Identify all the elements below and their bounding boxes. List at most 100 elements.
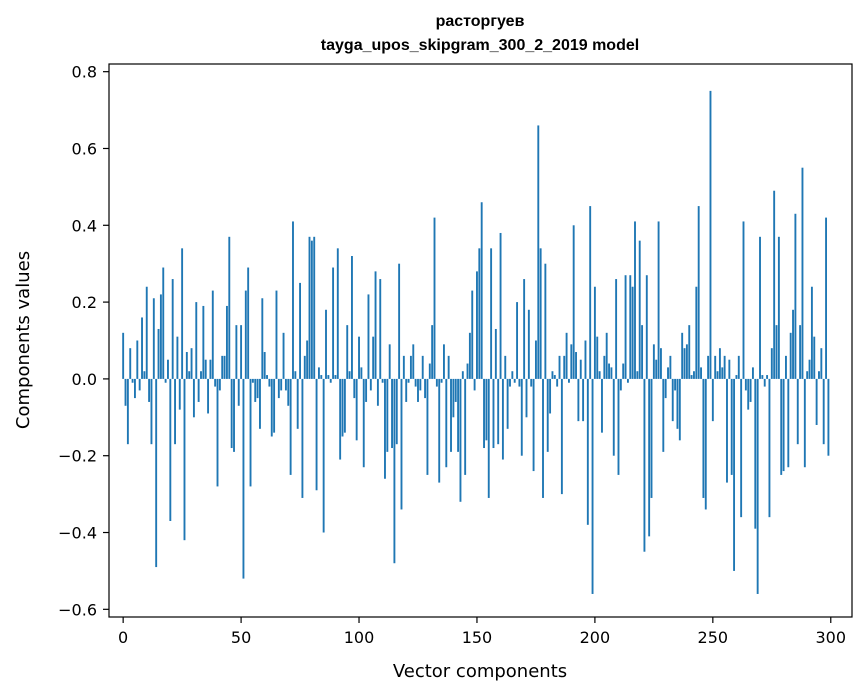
bar: [270, 378, 273, 437]
bar: [563, 355, 566, 379]
bar: [542, 378, 544, 498]
bar: [393, 378, 396, 564]
bar: [259, 378, 261, 429]
bar: [728, 359, 731, 379]
bar: [551, 371, 554, 379]
bar: [478, 248, 481, 379]
bar: [400, 378, 403, 510]
bar: [660, 348, 662, 379]
bar: [379, 279, 382, 379]
bar: [782, 378, 785, 472]
bar: [749, 378, 752, 402]
bar: [775, 325, 778, 379]
bar: [504, 355, 507, 379]
bar: [702, 378, 705, 498]
x-tick-label: 0: [118, 628, 128, 647]
bar: [596, 336, 599, 379]
bar: [174, 378, 176, 445]
bar: [339, 378, 342, 460]
bar: [327, 375, 330, 379]
bar: [591, 378, 594, 594]
bar: [150, 378, 153, 445]
bar: [818, 371, 820, 379]
bar: [796, 378, 799, 445]
bar: [476, 271, 478, 379]
bar: [568, 378, 570, 383]
bar: [152, 298, 155, 379]
bar: [674, 378, 677, 391]
bar: [527, 309, 530, 379]
bar: [825, 217, 827, 379]
bar: [202, 305, 205, 379]
bar: [806, 371, 809, 379]
bar: [284, 378, 287, 391]
bar: [516, 302, 519, 379]
bar: [169, 378, 172, 521]
bar: [341, 378, 344, 437]
bar: [773, 190, 776, 379]
plot-frame: [108, 63, 853, 618]
bar: [233, 378, 235, 452]
y-tick-label: −0.2: [58, 447, 97, 466]
bar: [501, 378, 504, 460]
bar: [681, 332, 684, 379]
y-tick-label: 0.2: [72, 293, 97, 312]
bar: [211, 290, 214, 379]
bar: [251, 378, 254, 383]
bar: [780, 378, 783, 475]
y-tick-label: −0.6: [58, 600, 97, 619]
bar: [655, 359, 658, 379]
y-axis-ticks: −0.6 −0.4 −0.2 0.0 0.2 0.4 0.6 0.8: [58, 63, 109, 619]
bar: [313, 236, 316, 379]
bar: [520, 378, 523, 456]
bar: [615, 279, 618, 379]
bar: [155, 378, 158, 568]
bar: [162, 267, 165, 379]
bar: [558, 355, 561, 379]
bar: [197, 378, 200, 402]
bar: [801, 167, 804, 379]
bar: [334, 375, 337, 379]
bar: [716, 371, 719, 379]
bar: [601, 378, 603, 433]
bar: [766, 375, 769, 379]
bar: [402, 355, 405, 379]
bar: [669, 355, 672, 379]
bar: [466, 363, 469, 379]
bar: [593, 286, 596, 379]
x-tick-label: 100: [344, 628, 375, 647]
bar: [122, 332, 125, 379]
x-tick-label: 50: [231, 628, 251, 647]
bar: [292, 221, 294, 379]
bar: [499, 232, 502, 379]
bar: [367, 294, 370, 379]
bar: [792, 309, 794, 379]
bars-group: [122, 90, 830, 594]
bar: [539, 248, 542, 379]
x-tick-label: 150: [462, 628, 493, 647]
bar: [412, 344, 415, 379]
bar: [325, 309, 327, 379]
bar: [763, 378, 766, 387]
y-tick-label: 0.0: [72, 370, 97, 389]
bar: [735, 375, 738, 379]
bar: [454, 378, 457, 402]
bar: [240, 325, 243, 379]
bar: [509, 378, 511, 387]
bar: [273, 378, 276, 433]
bar: [395, 378, 398, 445]
bar: [690, 375, 693, 379]
bar: [726, 378, 728, 483]
bar: [657, 221, 660, 379]
bar: [487, 378, 490, 498]
bar: [310, 240, 313, 379]
bar: [652, 344, 655, 379]
bar: [261, 298, 264, 379]
bar: [820, 348, 823, 379]
x-axis-ticks: 0 50 100 150 200 250 300: [118, 617, 846, 647]
bar: [575, 352, 577, 379]
bar: [751, 367, 754, 379]
bar: [648, 378, 651, 537]
bar: [693, 371, 695, 379]
